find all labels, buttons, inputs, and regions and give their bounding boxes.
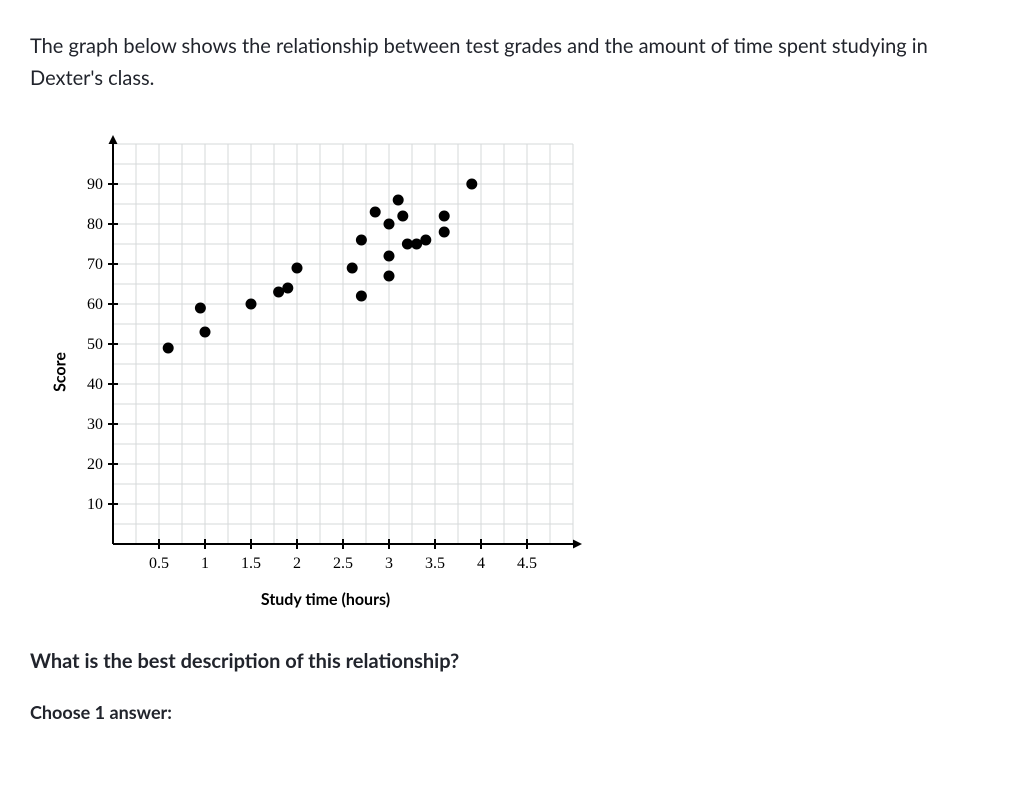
- data-point: [420, 235, 431, 246]
- data-point: [163, 343, 174, 354]
- data-point: [439, 211, 450, 222]
- data-point: [466, 179, 477, 190]
- data-point: [246, 299, 257, 310]
- y-tick-label: 10: [87, 496, 103, 513]
- data-point: [397, 211, 408, 222]
- data-point: [393, 195, 404, 206]
- data-point: [370, 207, 381, 218]
- x-axis-label: Study time (hours): [58, 590, 593, 609]
- x-tick-label: 3.5: [425, 555, 445, 572]
- y-arrow-icon: [109, 135, 118, 144]
- y-tick-label: 70: [87, 256, 103, 273]
- scatter-chart: Score 0.511.522.533.544.5102030405060708…: [58, 134, 593, 609]
- data-point: [200, 327, 211, 338]
- y-tick-label: 80: [87, 216, 103, 233]
- data-point: [282, 283, 293, 294]
- choose-prompt: Choose 1 answer:: [30, 701, 995, 723]
- x-tick-label: 4: [477, 555, 485, 572]
- y-tick-label: 40: [87, 376, 103, 393]
- x-tick-label: 2: [293, 555, 301, 572]
- x-arrow-icon: [573, 540, 582, 549]
- y-tick-label: 50: [87, 336, 103, 353]
- data-point: [356, 235, 367, 246]
- x-tick-label: 3: [385, 555, 393, 572]
- data-point: [347, 263, 358, 274]
- y-tick-label: 60: [87, 296, 103, 313]
- data-point: [356, 291, 367, 302]
- grid: [113, 144, 573, 544]
- x-tick-label: 4.5: [517, 555, 537, 572]
- question-text: What is the best description of this rel…: [30, 649, 995, 673]
- x-tick-label: 1: [201, 555, 209, 572]
- data-point: [292, 263, 303, 274]
- intro-text: The graph below shows the relationship b…: [30, 30, 995, 94]
- data-point: [384, 219, 395, 230]
- y-axis-label: Score: [50, 352, 69, 392]
- data-point: [384, 271, 395, 282]
- y-tick-label: 90: [87, 176, 103, 193]
- data-point: [195, 303, 206, 314]
- y-tick-label: 30: [87, 416, 103, 433]
- x-tick-label: 2.5: [333, 555, 353, 572]
- x-tick-label: 0.5: [149, 555, 169, 572]
- scatter-svg: 0.5 1 1.5 2 2.5 3 3.5 4 4.5 10 20 30 40 50 60 70 80 90: [58, 134, 593, 584]
- x-tick-label: 1.5: [241, 555, 261, 572]
- data-point: [384, 251, 395, 262]
- y-tick-label: 20: [87, 456, 103, 473]
- data-point: [439, 227, 450, 238]
